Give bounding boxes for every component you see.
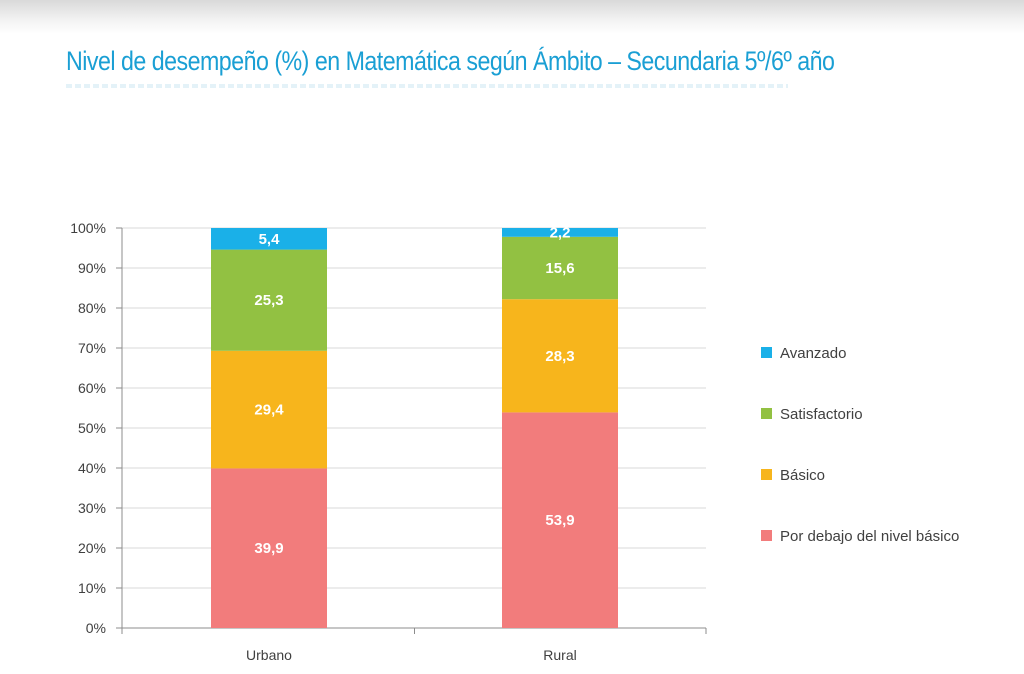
y-tick-label: 60% [78, 380, 106, 396]
data-label: 2,2 [550, 224, 571, 241]
legend-swatch [761, 469, 772, 480]
legend-swatch [761, 347, 772, 358]
y-tick-label: 30% [78, 500, 106, 516]
y-tick-label: 90% [78, 260, 106, 276]
data-label: 39,9 [254, 540, 283, 557]
bar-segment [502, 412, 618, 628]
category-label: Urbano [246, 647, 292, 663]
data-label: 29,4 [254, 402, 284, 419]
legend-swatch [761, 408, 772, 419]
data-label: 28,3 [545, 348, 574, 365]
bar-segment [211, 468, 327, 628]
y-tick-label: 70% [78, 340, 106, 356]
legend-label: Por debajo del nivel básico [780, 528, 960, 545]
y-tick-label: 80% [78, 300, 106, 316]
top-shade [0, 0, 1024, 34]
legend-swatch [761, 530, 772, 541]
y-tick-label: 50% [78, 420, 106, 436]
bar-segment [502, 299, 618, 413]
legend-item: Satisfactorio [761, 405, 863, 425]
bar-segment [211, 228, 327, 250]
y-tick-label: 40% [78, 460, 106, 476]
data-label: 5,4 [259, 231, 281, 248]
data-label: 25,3 [254, 292, 283, 309]
y-tick-label: 10% [78, 580, 106, 596]
legend-item: Por debajo del nivel básico [761, 527, 959, 547]
title-underline [66, 84, 788, 88]
category-label: Rural [543, 647, 576, 663]
chart-title: Nivel de desempeño (%) en Matemática seg… [66, 46, 835, 76]
legend-label: Satisfactorio [780, 406, 863, 423]
y-tick-label: 0% [86, 620, 106, 636]
bar-segment [211, 350, 327, 469]
legend-label: Básico [780, 467, 826, 484]
data-label: 15,6 [545, 260, 574, 277]
data-label: 53,9 [545, 512, 574, 529]
bar-segment [502, 228, 618, 237]
legend-item: Básico [761, 466, 825, 486]
legend-item: Avanzado [761, 344, 846, 364]
legend-label: Avanzado [780, 345, 847, 362]
bar-segment [502, 236, 618, 300]
y-tick-label: 20% [78, 540, 106, 556]
y-tick-label: 100% [70, 220, 106, 236]
bar-segment [211, 249, 327, 351]
